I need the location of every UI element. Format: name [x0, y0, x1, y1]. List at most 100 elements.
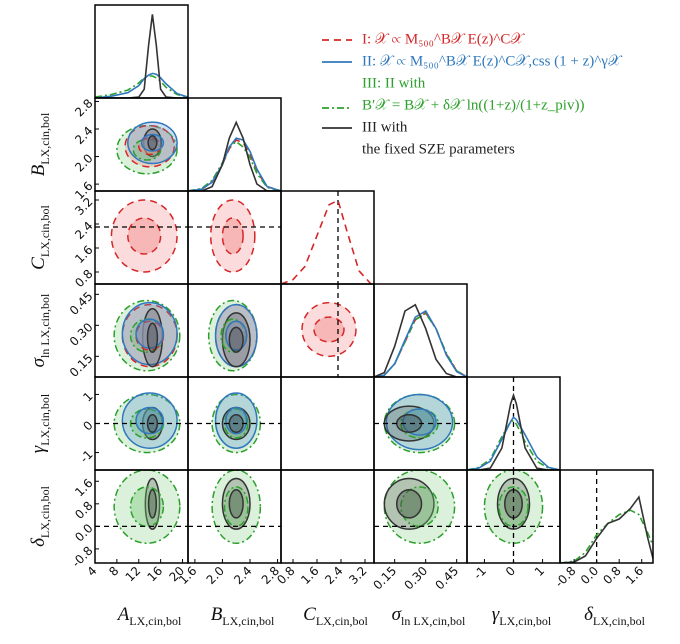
posterior-curve [560, 495, 653, 563]
y-tick-label: 0.15 [67, 351, 96, 380]
posterior-curve [188, 140, 281, 191]
x-tick-label: 8 [106, 564, 121, 579]
contour [225, 406, 248, 435]
contour [228, 326, 244, 353]
contour [147, 488, 158, 519]
posterior-curve [281, 199, 372, 284]
axis-symbol: C [303, 604, 316, 625]
panel-frame [280, 190, 375, 285]
contour [383, 477, 435, 530]
legend-label: B′𝒳 = B𝒳 + δ𝒳 ln((1+z)/(1+z_piv)) [362, 97, 584, 113]
y-tick-label: 2.8 [72, 96, 95, 119]
x-axis-label: σln LX,cin,bol [392, 604, 466, 628]
contour [129, 486, 165, 528]
posterior-curve [374, 309, 467, 377]
posterior-curve [467, 415, 560, 470]
x-tick-label: 0 [503, 564, 518, 579]
contour [301, 301, 357, 358]
contour [383, 470, 456, 545]
y-axis-label: CLX,cin,bol [28, 205, 52, 270]
diagonal-panel [467, 377, 560, 470]
x-tick-label: 12 [123, 564, 144, 585]
x-tick-label: 0.8 [600, 564, 623, 587]
panel [188, 392, 281, 454]
posterior-curve [95, 14, 188, 98]
contour [228, 488, 244, 519]
y-axis-label: γLX,cin,bol [28, 393, 52, 453]
y-axis-label: δLX,cin,bol [28, 485, 52, 547]
y-tick-label: 2.4 [72, 219, 95, 242]
panel [207, 299, 258, 372]
contour [209, 199, 256, 273]
axis-subscript: LX,cin,bol [222, 614, 275, 628]
y-tick-label: 2.0 [72, 151, 95, 174]
x-tick-label: 0.30 [401, 564, 430, 593]
contour [110, 199, 178, 273]
legend-label: II: 𝒳 ∝ M₅₀₀^B𝒳 E(z)^C𝒳,css (1 + z)^γ𝒳 [362, 53, 623, 69]
diagonal-panel [95, 14, 188, 98]
y-axis-label: σln LX,cin,bol [28, 293, 52, 367]
contour [147, 135, 158, 151]
contour [395, 414, 423, 433]
posterior-curve [467, 419, 560, 470]
panel [116, 121, 178, 175]
contour [144, 477, 161, 530]
posterior-curve [95, 72, 188, 98]
axis-symbol: δ [28, 537, 49, 547]
legend-label: III: II with [362, 75, 426, 91]
x-tick-label: 1 [532, 564, 547, 579]
contour [113, 470, 181, 545]
panel-frame [280, 469, 375, 564]
y-axis-label: BLX,cin,bol [28, 112, 52, 176]
axis-subscript: ln LX,cin,bol [38, 293, 52, 358]
diagonal-panel [374, 303, 467, 377]
x-tick-label: 4 [84, 564, 99, 579]
contour [221, 217, 244, 255]
panel [467, 470, 560, 563]
axis-symbol: C [28, 257, 49, 270]
panel-frame [280, 376, 375, 471]
posterior-curve [374, 312, 467, 377]
contour [504, 488, 523, 519]
axis-symbol: σ [392, 604, 402, 625]
axis-subscript: LX,cin,bol [38, 485, 52, 538]
x-tick-label: 2.0 [204, 564, 227, 587]
panel [113, 299, 181, 372]
contour [124, 124, 176, 168]
axis-symbol: σ [28, 357, 49, 367]
axis-subscript: LX,cin,bol [38, 205, 52, 258]
axis-subscript: LX,cin,bol [38, 393, 52, 446]
legend-label: III with [362, 119, 408, 135]
axis-subscript: LX,cin,bol [38, 112, 52, 165]
x-tick-label: 1.6 [298, 564, 321, 587]
axis-symbol: γ [492, 604, 500, 625]
axis-symbol: γ [28, 445, 49, 453]
contour [211, 470, 262, 545]
panel-frame [559, 469, 654, 564]
y-tick-label: 0.30 [67, 320, 96, 349]
x-tick-label: 0.15 [370, 564, 399, 593]
x-axis-label: CLX,cin,bol [303, 604, 368, 628]
axis-symbol: A [116, 604, 130, 625]
posterior-curve [374, 303, 467, 377]
x-axis-label: γLX,cin,bol [492, 604, 552, 628]
y-tick-label: 0.0 [72, 521, 95, 544]
y-tick-label: -1 [77, 447, 95, 465]
posterior-curve [95, 75, 188, 98]
y-tick-label: 1.6 [72, 476, 95, 499]
diagonal-panel [188, 120, 281, 191]
y-tick-label: 1 [80, 389, 95, 404]
axis-subscript: LX,cin,bol [593, 614, 646, 628]
x-tick-label: 2.4 [322, 564, 345, 587]
panel [301, 284, 357, 377]
x-tick-label: 0.8 [274, 564, 297, 587]
axis-subscript: ln LX,cin,bol [401, 614, 466, 628]
panel [95, 470, 188, 545]
x-tick-label: 2.4 [231, 564, 254, 587]
diagonal-panel [560, 470, 653, 563]
contour [140, 133, 165, 152]
x-tick-label: 16 [145, 564, 166, 585]
contour [127, 217, 162, 255]
legend-label: I: 𝒳 ∝ M₅₀₀^B𝒳 E(z)^C𝒳 [362, 31, 525, 47]
y-tick-label: 0.8 [72, 499, 95, 522]
